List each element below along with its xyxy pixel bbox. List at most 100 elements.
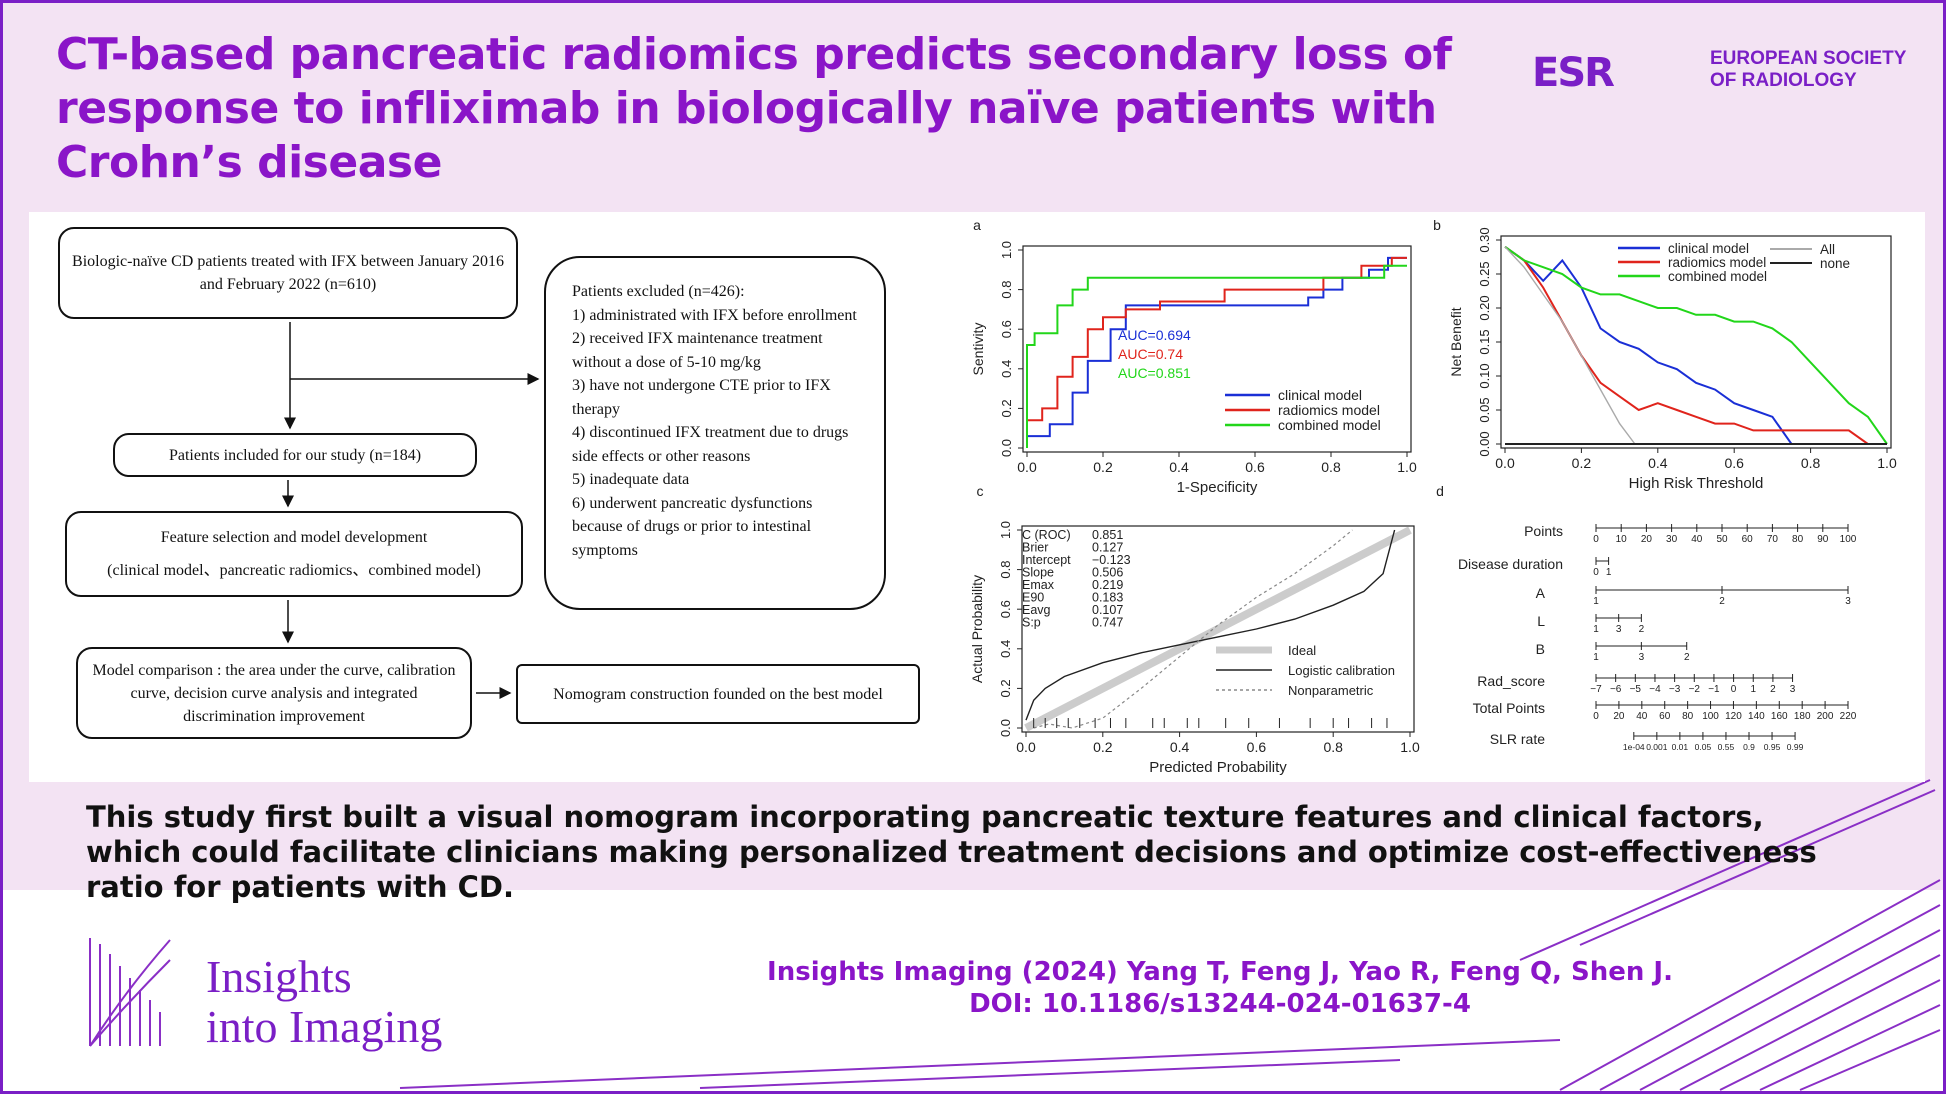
stat-name: Slope: [1022, 566, 1054, 580]
nomogram-tick-label: 0.95: [1764, 742, 1781, 752]
nomogram-tick-label: 2: [1770, 684, 1776, 695]
legend-label: none: [1820, 256, 1850, 271]
nomogram-tick-label: 20: [1613, 711, 1625, 722]
legend-label: combined model: [1278, 417, 1381, 433]
flow-box-included: Patients included for our study (n=184): [113, 433, 477, 477]
y-tick-label-b: 0.05: [1477, 397, 1492, 422]
y-axis-label-a: Sentivity: [970, 323, 986, 376]
stat-value: 0.506: [1092, 566, 1123, 580]
nomogram-tick-label: 3: [1616, 624, 1622, 635]
auc-annotation: AUC=0.74: [1118, 346, 1183, 362]
auc-annotation: AUC=0.694: [1118, 327, 1191, 343]
legend-label: clinical model: [1668, 241, 1749, 256]
nomogram-tick-label: 200: [1817, 711, 1834, 722]
y-tick-label-c: 0.6: [998, 600, 1013, 618]
y-tick-label-b: 0.10: [1477, 363, 1492, 388]
nomogram-tick-label: 120: [1725, 711, 1742, 722]
nomogram-tick-label: 0.99: [1787, 742, 1804, 752]
y-tick-label-c: 1.0: [998, 521, 1013, 539]
nomogram-tick-label: 60: [1742, 534, 1754, 545]
series-line-all: [1504, 246, 1636, 445]
nomogram-tick-label: −7: [1590, 684, 1602, 695]
y-tick-label-c: 0.8: [998, 561, 1013, 579]
series-line-combined-model: [1026, 264, 1407, 448]
y-tick-label-a: 0.4: [999, 360, 1014, 378]
stat-value: 0.851: [1092, 528, 1123, 542]
nomogram-tick-label: −6: [1610, 684, 1622, 695]
y-tick-label-a: 0.0: [999, 439, 1014, 457]
citation: Insights Imaging (2024) Yang T, Feng J, …: [720, 956, 1720, 1020]
nomogram-tick-label: 160: [1771, 711, 1788, 722]
nomogram-row-label: L: [1537, 613, 1545, 629]
nomogram-row-label: Points: [1524, 523, 1563, 539]
nomogram-row-label: Disease duration: [1458, 556, 1563, 572]
x-axis-label-b: High Risk Threshold: [1629, 475, 1764, 492]
nomogram-tick-label: 50: [1716, 534, 1728, 545]
x-tick-label-c: 0.2: [1093, 739, 1113, 755]
y-tick-label-b: 0.20: [1477, 295, 1492, 320]
stat-value: 0.747: [1092, 616, 1123, 630]
esr-logo: ESR EUROPEAN SOCIETY OF RADIOLOGY: [1532, 48, 1912, 96]
nomogram-tick-label: 0.55: [1718, 742, 1735, 752]
citation-authors: Insights Imaging (2024) Yang T, Feng J, …: [767, 957, 1673, 987]
legend-label: radiomics model: [1278, 402, 1380, 418]
nomogram-tick-label: 220: [1840, 711, 1857, 722]
nomogram-tick-label: 100: [1840, 534, 1857, 545]
x-tick-label-c: 0.6: [1247, 739, 1267, 755]
x-tick-label-b: 0.6: [1724, 455, 1744, 471]
nomogram-tick-label: −5: [1630, 684, 1642, 695]
nomogram-tick-label: 0.9: [1743, 742, 1755, 752]
auc-annotation: AUC=0.851: [1118, 365, 1191, 381]
legend-label: All: [1820, 242, 1835, 257]
journal-logo-mark: [89, 938, 171, 1047]
journal-name-line2: into Imaging: [206, 1001, 442, 1052]
stat-name: S:p: [1022, 616, 1041, 630]
legend-label: combined model: [1668, 269, 1767, 284]
nomogram-tick-label: 90: [1817, 534, 1829, 545]
y-tick-label-a: 1.0: [999, 241, 1014, 259]
x-tick-label-c: 0.4: [1170, 739, 1190, 755]
journal-logo: Insights into Imaging: [89, 938, 442, 1052]
series-line-ideal: [1024, 526, 1412, 732]
stat-value: 0.107: [1092, 603, 1123, 617]
nomogram-tick-label: 30: [1666, 534, 1678, 545]
nomogram-tick-label: 1: [1593, 596, 1599, 607]
nomogram-tick-label: 1: [1606, 567, 1612, 578]
nomogram-tick-label: −4: [1649, 684, 1661, 695]
citation-doi: DOI: 10.1186/s13244-024-01637-4: [969, 989, 1471, 1019]
nomogram-tick-label: 3: [1845, 596, 1851, 607]
nomogram-tick-label: 0.05: [1695, 742, 1712, 752]
nomogram-tick-label: 180: [1794, 711, 1811, 722]
nomogram-tick-label: 0.001: [1646, 742, 1668, 752]
x-tick-label-a: 0.6: [1245, 459, 1265, 475]
nomogram-tick-label: 100: [1702, 711, 1719, 722]
legend-label: clinical model: [1278, 387, 1362, 403]
nomogram-tick-label: −3: [1669, 684, 1681, 695]
poster-title: CT-based pancreatic radiomics predicts s…: [56, 29, 1452, 188]
nomogram-tick-label: 3: [1639, 652, 1645, 663]
y-tick-label-b: 0.25: [1477, 261, 1492, 286]
stat-value: 0.127: [1092, 541, 1123, 555]
nomogram-tick-label: −1: [1708, 684, 1720, 695]
nomogram-tick-label: 1e-04: [1623, 742, 1645, 752]
nomogram-tick-label: 140: [1748, 711, 1765, 722]
y-tick-label-c: 0.4: [998, 640, 1013, 658]
x-tick-label-b: 0.0: [1495, 455, 1515, 471]
nomogram-tick-label: 2: [1684, 652, 1690, 663]
nomogram-tick-label: 70: [1767, 534, 1779, 545]
stat-name: Emax: [1022, 578, 1055, 592]
x-tick-label-a: 0.8: [1321, 459, 1341, 475]
nomogram-tick-label: 1: [1593, 624, 1599, 635]
y-tick-label-a: 0.2: [999, 399, 1014, 417]
x-tick-label-a: 0.4: [1169, 459, 1189, 475]
nomogram-row-label: SLR rate: [1490, 731, 1545, 747]
nomogram-tick-label: 0.01: [1672, 742, 1689, 752]
nomogram-tick-label: 80: [1682, 711, 1694, 722]
x-tick-label-b: 0.4: [1648, 455, 1668, 471]
panel-label-a: a: [973, 217, 981, 233]
x-tick-label-a: 0.0: [1017, 459, 1037, 475]
x-tick-label-c: 0.8: [1323, 739, 1343, 755]
